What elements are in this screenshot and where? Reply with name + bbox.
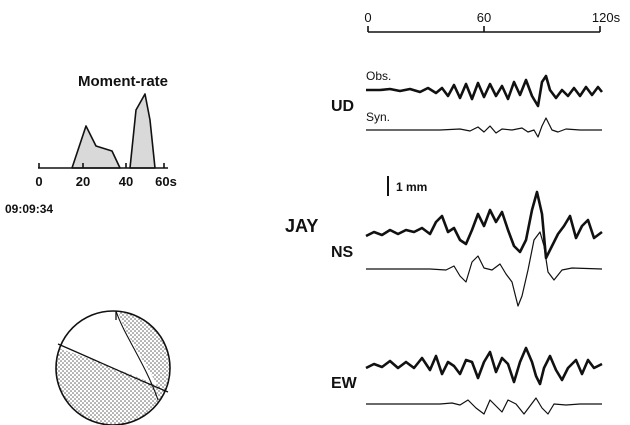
moment-rate-pulse-1 xyxy=(71,125,121,169)
obs-label: Obs. xyxy=(366,69,391,83)
time-scale-label-0: 0 xyxy=(364,10,371,25)
moment-rate-pulse-2 xyxy=(129,93,156,169)
trace-ew-synthetic xyxy=(366,397,602,415)
moment-rate-tick-0: 0 xyxy=(35,174,42,189)
time-scale-label-120: 120s xyxy=(592,10,621,25)
component-label-ud: UD xyxy=(331,98,354,115)
component-ns: NS xyxy=(331,190,603,307)
amplitude-scale-bar: 1 mm xyxy=(387,176,427,196)
component-label-ew: EW xyxy=(331,375,358,392)
trace-ud-observed xyxy=(366,74,604,108)
component-ud: UD Obs. Syn. xyxy=(331,69,604,138)
station-name: JAY xyxy=(285,216,318,236)
moment-rate-tick-60: 60s xyxy=(155,174,177,189)
trace-ns-observed xyxy=(365,190,603,260)
trace-ew-observed xyxy=(365,346,603,386)
beachball-nodal-plane-1 xyxy=(57,343,169,393)
beachball-outline xyxy=(55,310,171,425)
syn-label: Syn. xyxy=(366,110,390,124)
origin-time: 09:09:34 xyxy=(5,202,53,216)
time-scale: 0 60 120s xyxy=(364,10,621,33)
trace-ud-synthetic xyxy=(366,117,602,138)
moment-rate-plot: Moment-rate 0 20 40 60s 09:09:34 xyxy=(5,73,177,216)
moment-rate-tick-40: 40 xyxy=(119,174,133,189)
component-label-ns: NS xyxy=(331,244,354,261)
amplitude-scale-label: 1 mm xyxy=(396,180,427,194)
moment-rate-tick-20: 20 xyxy=(76,174,90,189)
focal-mechanism-beachball xyxy=(55,310,171,425)
trace-ns-synthetic xyxy=(366,231,603,307)
moment-rate-title: Moment-rate xyxy=(78,73,168,90)
component-ew: EW xyxy=(331,346,603,415)
time-scale-label-60: 60 xyxy=(477,10,491,25)
beachball-nodal-plane-2 xyxy=(115,310,159,401)
